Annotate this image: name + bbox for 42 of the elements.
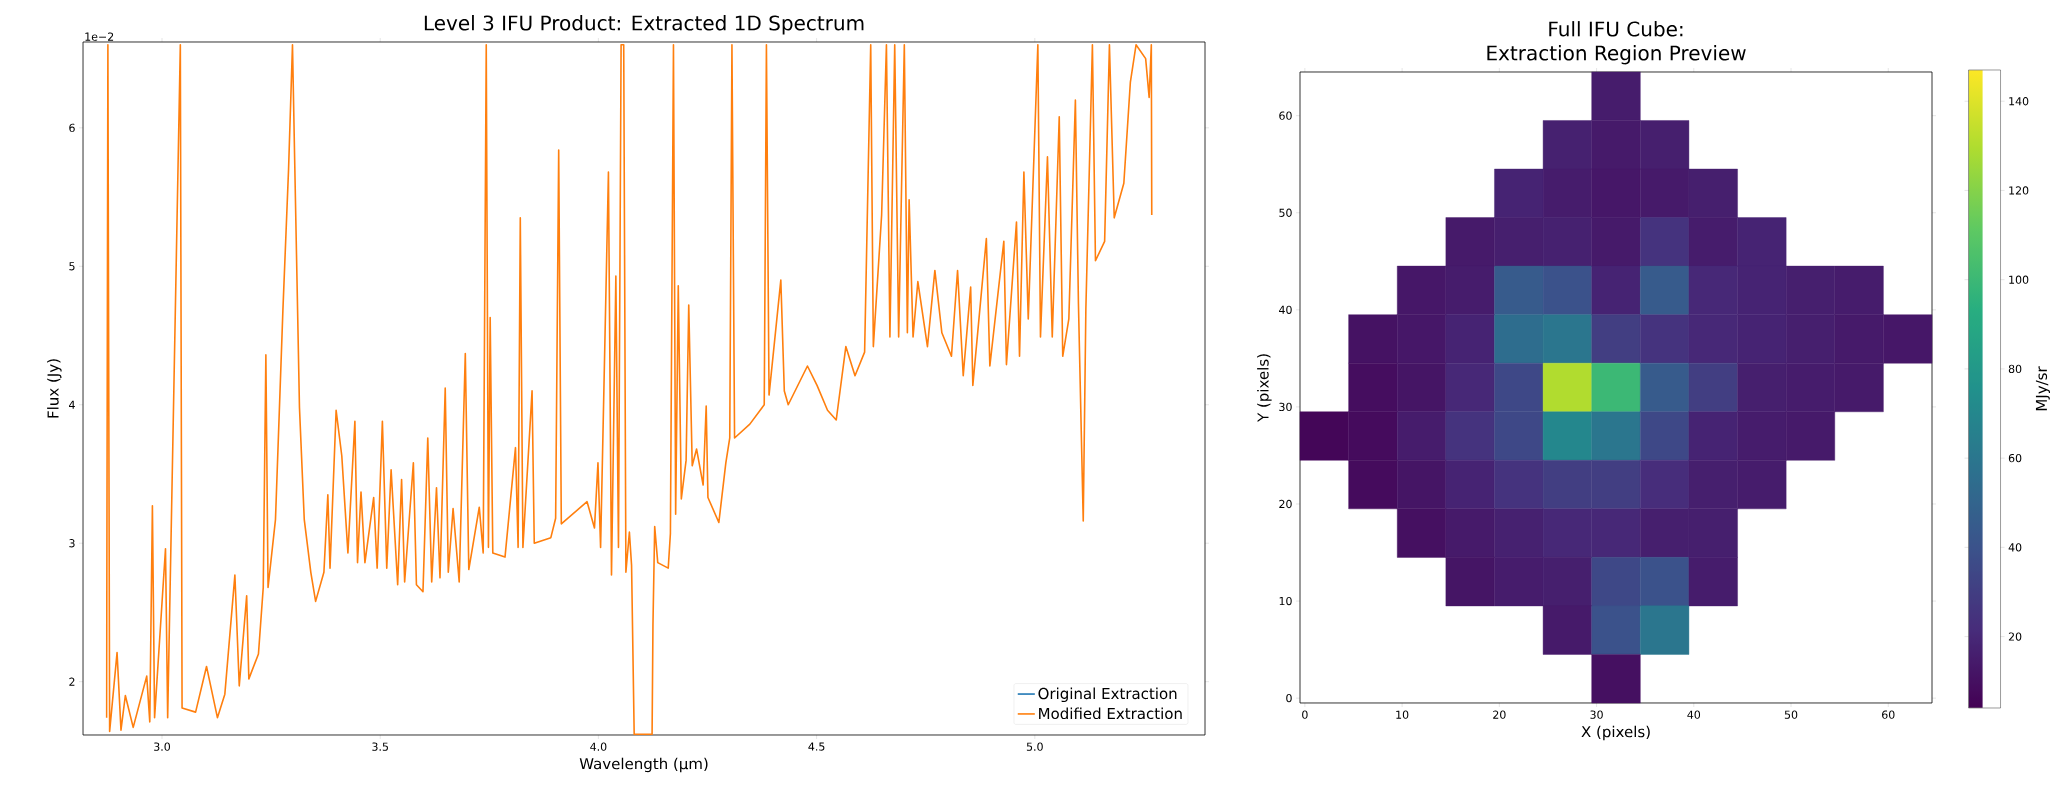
color-bar-label: 60 [2008, 453, 2022, 463]
chart-subtitle: Extraction Region Preview [1487, 45, 1746, 65]
color-bar-title: MJy/sr [2035, 366, 2050, 411]
x-axis-title: Wavelength (µm) [579, 757, 708, 773]
y-tick-label: 2 [69, 677, 75, 686]
color-bar-label: 120 [2009, 186, 2029, 195]
legend-label: Modified Extraction [1039, 707, 1182, 720]
x-tick-label: 4.5 [808, 742, 825, 751]
x-tick-label: 60 [1882, 710, 1895, 719]
x-tick-label: 5.0 [1026, 742, 1043, 751]
y-axis-title: Y (pixels) [1257, 354, 1272, 422]
y-tick-label: 20 [1279, 499, 1292, 509]
y-tick-label: 5 [69, 262, 75, 271]
color-bar-label: 100 [2009, 275, 2029, 284]
y-tick-label: 10 [1279, 596, 1292, 606]
chart-title: Level 3 IFU Product: Extracted 1D Spectrum [424, 15, 864, 35]
x-tick-label: 3.5 [372, 742, 388, 751]
text: 1e−2 [85, 32, 114, 41]
x-tick-label: 4.0 [590, 742, 607, 751]
x-tick-label: 10 [1396, 710, 1409, 719]
color-bar-label: 40 [2008, 543, 2022, 552]
y-tick-label: 6 [69, 123, 75, 132]
x-tick-label: 20 [1493, 710, 1506, 719]
y-tick-label: 60 [1279, 111, 1292, 120]
y-tick-label: 0 [1286, 693, 1292, 703]
x-tick-label: 0 [1302, 710, 1308, 719]
y-tick-label: 40 [1279, 305, 1292, 314]
color-bar-label: 80 [2008, 364, 2022, 374]
y-axis-title: Flux (Jy) [47, 359, 62, 418]
color-bar-label: 140 [2009, 97, 2029, 106]
y-tick-label: 50 [1279, 208, 1292, 217]
x-axis-title: X (pixels) [1581, 725, 1650, 741]
y-tick-label: 4 [69, 400, 75, 409]
y-tick-label: 30 [1279, 402, 1292, 412]
x-tick-label: 30 [1590, 710, 1603, 719]
x-tick-label: 40 [1687, 710, 1701, 719]
y-tick-label: 3 [69, 539, 75, 548]
x-tick-label: 50 [1784, 710, 1798, 719]
color-bar-label: 20 [2008, 632, 2022, 641]
chart-title: Full IFU Cube: [1549, 21, 1683, 37]
legend-label: Original Extraction [1038, 687, 1177, 703]
x-tick-label: 3.0 [154, 742, 171, 751]
